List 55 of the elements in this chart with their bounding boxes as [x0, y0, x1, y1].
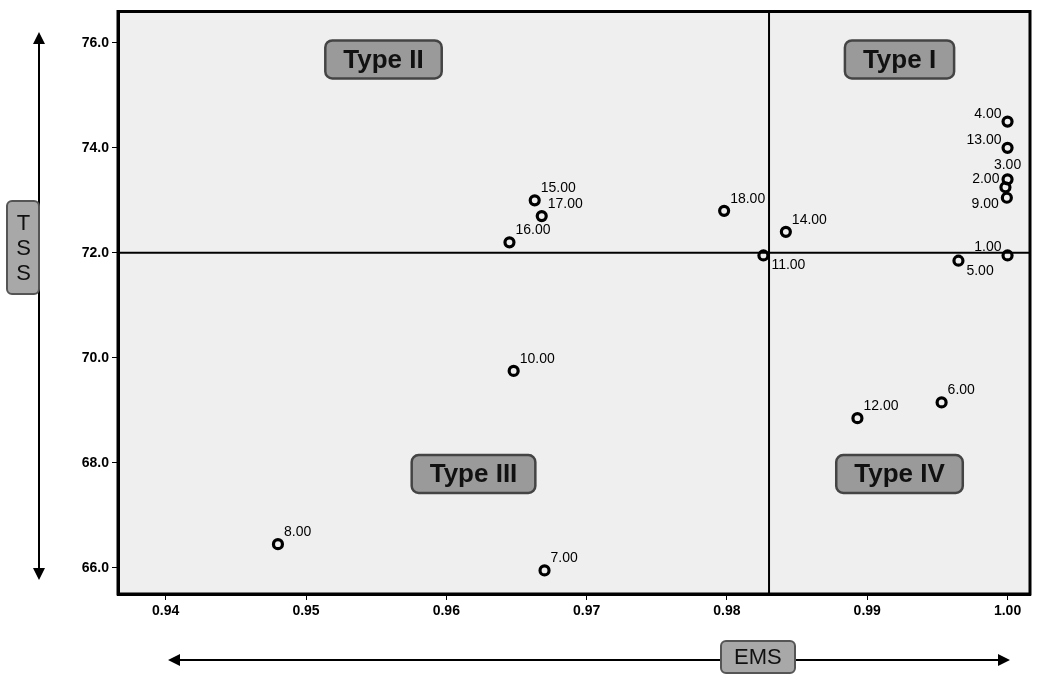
annotation: Type II	[343, 43, 424, 74]
annotation: 5.00	[966, 261, 994, 278]
annotation: 9.00	[971, 194, 1000, 211]
point	[535, 210, 548, 223]
y-tick-label: 76.0	[81, 33, 110, 50]
y-tick-label: 70.0	[81, 348, 110, 365]
x-tick-label: 0.96	[432, 602, 461, 619]
point	[1000, 191, 1013, 204]
point	[538, 564, 551, 577]
point	[1001, 249, 1014, 262]
point	[757, 249, 770, 262]
annotation: 2.00	[972, 170, 1000, 187]
annotation: 10.00	[519, 349, 555, 366]
annotation: 7.00	[550, 549, 578, 566]
y-tick-label: 66.0	[81, 558, 110, 575]
annotation: 17.00	[547, 195, 583, 212]
point	[507, 364, 520, 378]
point	[1001, 141, 1014, 154]
point	[271, 538, 285, 551]
x-tick-label: 0.95	[292, 602, 320, 619]
point	[952, 254, 965, 267]
x-tick-label: 0.97	[573, 602, 601, 619]
x-tick-label: 0.94	[152, 602, 180, 619]
annotation: 12.00	[863, 397, 899, 414]
point	[999, 181, 1012, 194]
x-tick-label: 1.00	[993, 602, 1022, 619]
point	[935, 396, 948, 409]
point	[718, 204, 731, 217]
y-tick-label: 72.0	[81, 243, 110, 260]
point	[851, 412, 864, 425]
x-tick-label: 0.98	[713, 602, 741, 619]
annotation: 18.00	[730, 189, 766, 206]
annotation: 13.00	[966, 130, 1002, 147]
annotation: 3.00	[993, 156, 1022, 173]
annotation: 1.00	[974, 238, 1002, 255]
annotation: 15.00	[540, 179, 576, 196]
annotation: Type I	[862, 43, 937, 74]
annotation: 6.00	[947, 381, 976, 398]
point	[503, 236, 516, 249]
annotation: 16.00	[515, 221, 551, 238]
x-axis-title: EMS	[720, 640, 796, 674]
point	[1001, 115, 1014, 128]
point	[1001, 173, 1014, 186]
annotation: 8.00	[283, 523, 312, 540]
point	[528, 194, 541, 207]
x-tick-label: 0.99	[853, 602, 882, 619]
annotation: 11.00	[771, 256, 806, 273]
point	[779, 225, 792, 238]
annotation: 14.00	[791, 210, 828, 227]
y-tick-label: 74.0	[81, 138, 110, 155]
annotation: 4.00	[974, 104, 1002, 121]
y-tick-label: 68.0	[81, 453, 110, 470]
y-axis-title: TSS	[6, 200, 40, 295]
annotation: Type IV	[854, 458, 946, 489]
annotation: Type III	[429, 458, 518, 489]
